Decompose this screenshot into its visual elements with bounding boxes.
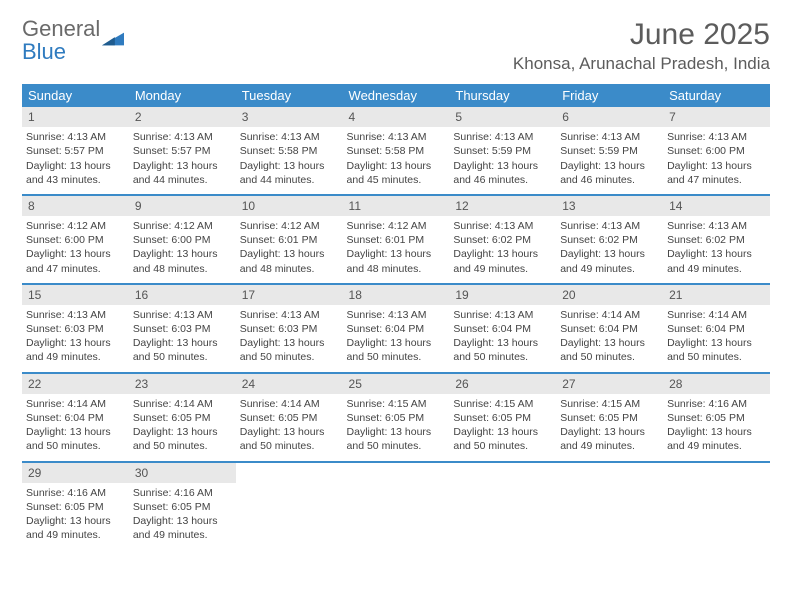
day-number-row: 2930: [22, 462, 770, 483]
day-cell: Sunrise: 4:13 AMSunset: 5:58 PMDaylight:…: [343, 127, 450, 195]
weekday-header: Monday: [129, 84, 236, 107]
empty-cell: [343, 483, 450, 550]
empty-cell: [449, 462, 556, 483]
day-number: 25: [343, 373, 450, 394]
empty-cell: [236, 483, 343, 550]
day-cell: Sunrise: 4:13 AMSunset: 6:03 PMDaylight:…: [236, 305, 343, 373]
day-number: 23: [129, 373, 236, 394]
day-cell: Sunrise: 4:13 AMSunset: 6:04 PMDaylight:…: [343, 305, 450, 373]
day-cell: Sunrise: 4:13 AMSunset: 6:03 PMDaylight:…: [22, 305, 129, 373]
day-number-row: 1234567: [22, 107, 770, 127]
day-number: 19: [449, 284, 556, 305]
empty-cell: [663, 462, 770, 483]
day-cell: Sunrise: 4:12 AMSunset: 6:01 PMDaylight:…: [343, 216, 450, 284]
calendar-table: SundayMondayTuesdayWednesdayThursdayFrid…: [22, 84, 770, 549]
month-title: June 2025: [513, 18, 770, 52]
day-content-row: Sunrise: 4:13 AMSunset: 6:03 PMDaylight:…: [22, 305, 770, 373]
day-number: 1: [22, 107, 129, 127]
day-cell: Sunrise: 4:13 AMSunset: 5:58 PMDaylight:…: [236, 127, 343, 195]
brand-logo: General Blue: [22, 18, 124, 64]
brand-wedge-icon: [102, 32, 124, 46]
day-cell: Sunrise: 4:16 AMSunset: 6:05 PMDaylight:…: [129, 483, 236, 550]
empty-cell: [449, 483, 556, 550]
weekday-header: Friday: [556, 84, 663, 107]
day-number-row: 15161718192021: [22, 284, 770, 305]
day-number: 12: [449, 195, 556, 216]
empty-cell: [663, 483, 770, 550]
day-content-row: Sunrise: 4:13 AMSunset: 5:57 PMDaylight:…: [22, 127, 770, 195]
weekday-header: Thursday: [449, 84, 556, 107]
day-number: 24: [236, 373, 343, 394]
day-number: 3: [236, 107, 343, 127]
day-content-row: Sunrise: 4:16 AMSunset: 6:05 PMDaylight:…: [22, 483, 770, 550]
weekday-header-row: SundayMondayTuesdayWednesdayThursdayFrid…: [22, 84, 770, 107]
day-cell: Sunrise: 4:13 AMSunset: 6:02 PMDaylight:…: [556, 216, 663, 284]
day-number: 28: [663, 373, 770, 394]
day-number: 16: [129, 284, 236, 305]
day-content-row: Sunrise: 4:12 AMSunset: 6:00 PMDaylight:…: [22, 216, 770, 284]
day-number: 9: [129, 195, 236, 216]
day-content-row: Sunrise: 4:14 AMSunset: 6:04 PMDaylight:…: [22, 394, 770, 462]
empty-cell: [556, 483, 663, 550]
day-cell: Sunrise: 4:14 AMSunset: 6:04 PMDaylight:…: [556, 305, 663, 373]
weekday-header: Saturday: [663, 84, 770, 107]
day-number: 18: [343, 284, 450, 305]
day-cell: Sunrise: 4:13 AMSunset: 6:04 PMDaylight:…: [449, 305, 556, 373]
day-cell: Sunrise: 4:13 AMSunset: 5:59 PMDaylight:…: [556, 127, 663, 195]
day-cell: Sunrise: 4:13 AMSunset: 5:57 PMDaylight:…: [22, 127, 129, 195]
day-cell: Sunrise: 4:14 AMSunset: 6:04 PMDaylight:…: [22, 394, 129, 462]
brand-part2: Blue: [22, 39, 66, 64]
day-cell: Sunrise: 4:12 AMSunset: 6:01 PMDaylight:…: [236, 216, 343, 284]
day-cell: Sunrise: 4:15 AMSunset: 6:05 PMDaylight:…: [449, 394, 556, 462]
day-number: 30: [129, 462, 236, 483]
day-number: 17: [236, 284, 343, 305]
day-cell: Sunrise: 4:13 AMSunset: 5:57 PMDaylight:…: [129, 127, 236, 195]
day-number: 6: [556, 107, 663, 127]
day-number-row: 22232425262728: [22, 373, 770, 394]
weekday-header: Tuesday: [236, 84, 343, 107]
empty-cell: [236, 462, 343, 483]
day-cell: Sunrise: 4:13 AMSunset: 6:02 PMDaylight:…: [663, 216, 770, 284]
day-cell: Sunrise: 4:14 AMSunset: 6:04 PMDaylight:…: [663, 305, 770, 373]
day-number: 7: [663, 107, 770, 127]
day-cell: Sunrise: 4:13 AMSunset: 5:59 PMDaylight:…: [449, 127, 556, 195]
day-cell: Sunrise: 4:15 AMSunset: 6:05 PMDaylight:…: [556, 394, 663, 462]
day-number: 8: [22, 195, 129, 216]
day-number: 4: [343, 107, 450, 127]
day-number: 27: [556, 373, 663, 394]
day-number-row: 891011121314: [22, 195, 770, 216]
day-number: 5: [449, 107, 556, 127]
empty-cell: [556, 462, 663, 483]
day-number: 13: [556, 195, 663, 216]
day-cell: Sunrise: 4:16 AMSunset: 6:05 PMDaylight:…: [22, 483, 129, 550]
day-number: 29: [22, 462, 129, 483]
empty-cell: [343, 462, 450, 483]
day-cell: Sunrise: 4:14 AMSunset: 6:05 PMDaylight:…: [236, 394, 343, 462]
day-cell: Sunrise: 4:13 AMSunset: 6:03 PMDaylight:…: [129, 305, 236, 373]
day-number: 10: [236, 195, 343, 216]
day-number: 22: [22, 373, 129, 394]
page-header: General Blue June 2025 Khonsa, Arunachal…: [22, 18, 770, 74]
brand-part1: General: [22, 16, 100, 41]
day-number: 20: [556, 284, 663, 305]
day-cell: Sunrise: 4:16 AMSunset: 6:05 PMDaylight:…: [663, 394, 770, 462]
day-cell: Sunrise: 4:13 AMSunset: 6:00 PMDaylight:…: [663, 127, 770, 195]
day-cell: Sunrise: 4:15 AMSunset: 6:05 PMDaylight:…: [343, 394, 450, 462]
day-cell: Sunrise: 4:12 AMSunset: 6:00 PMDaylight:…: [22, 216, 129, 284]
day-number: 21: [663, 284, 770, 305]
day-number: 11: [343, 195, 450, 216]
weekday-header: Wednesday: [343, 84, 450, 107]
weekday-header: Sunday: [22, 84, 129, 107]
location-subtitle: Khonsa, Arunachal Pradesh, India: [513, 54, 770, 74]
day-number: 2: [129, 107, 236, 127]
day-number: 14: [663, 195, 770, 216]
day-number: 26: [449, 373, 556, 394]
day-cell: Sunrise: 4:12 AMSunset: 6:00 PMDaylight:…: [129, 216, 236, 284]
day-cell: Sunrise: 4:13 AMSunset: 6:02 PMDaylight:…: [449, 216, 556, 284]
day-number: 15: [22, 284, 129, 305]
day-cell: Sunrise: 4:14 AMSunset: 6:05 PMDaylight:…: [129, 394, 236, 462]
title-block: June 2025 Khonsa, Arunachal Pradesh, Ind…: [513, 18, 770, 74]
